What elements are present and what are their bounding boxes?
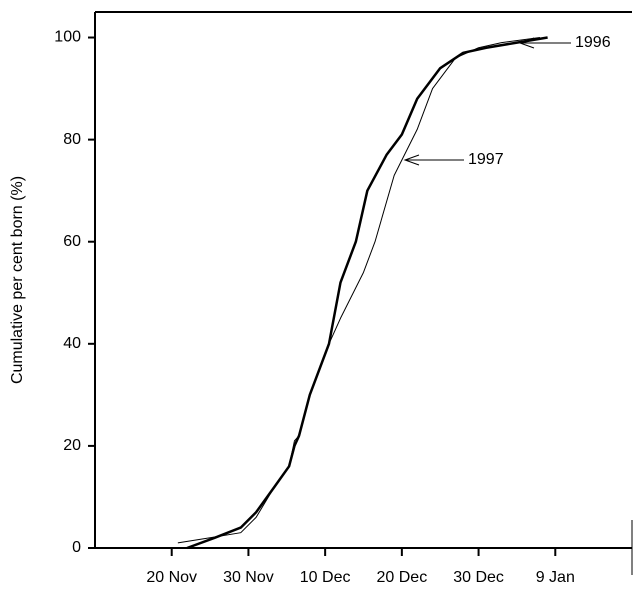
x-tick-label: 20 Nov (146, 569, 197, 586)
annotation-arrowhead (403, 154, 420, 166)
line (177, 37, 541, 544)
x-tick-label: 20 Dec (377, 569, 428, 586)
x-tick-label: 30 Nov (223, 569, 274, 586)
x-tick-label: 9 Jan (536, 569, 575, 586)
y-tick-label: 40 (63, 335, 81, 352)
y-tick-label: 0 (72, 539, 81, 556)
x-tick-label: 30 Dec (453, 569, 504, 586)
annotation: 1997 (468, 151, 504, 168)
y-tick-label: 20 (63, 437, 81, 454)
x-tick-label: 10 Dec (300, 569, 351, 586)
y-tick-label: 80 (63, 131, 81, 148)
annotation-arrowhead (518, 37, 535, 49)
y-axis-label: Cumulative per cent born (%) (9, 176, 26, 384)
y-tick-label: 100 (54, 29, 81, 46)
annotation: 1996 (575, 34, 611, 51)
line (186, 36, 548, 550)
y-tick-label: 60 (63, 233, 81, 250)
